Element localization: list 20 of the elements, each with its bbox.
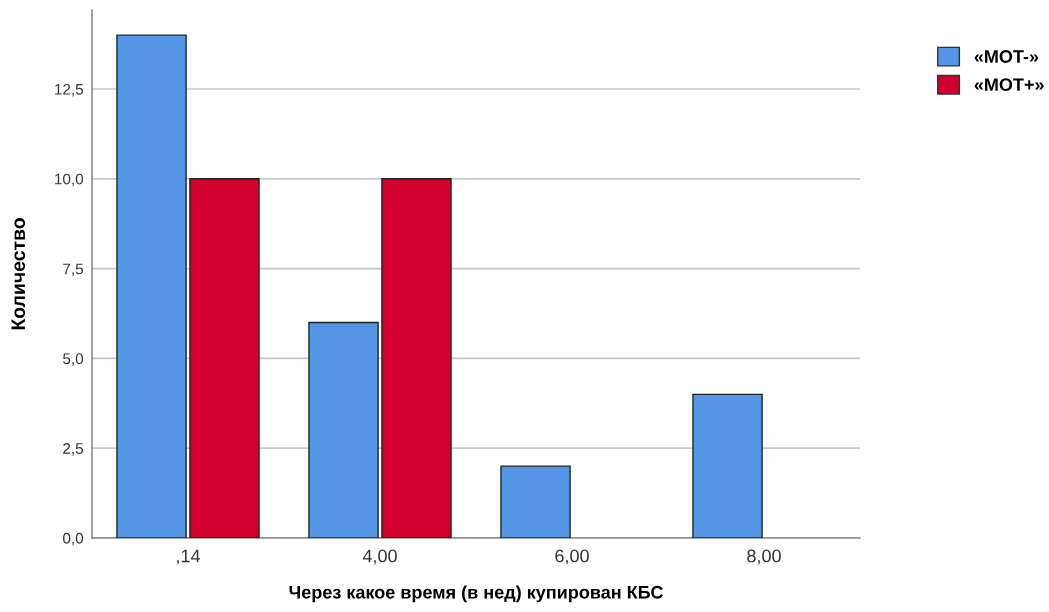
x-axis-title: Через какое время (в нед) купирован КБС (289, 585, 663, 603)
y-tick-label: 2,5 (63, 443, 84, 456)
y-axis-title: Количество (11, 218, 26, 330)
y-tick-label: 12,5 (55, 83, 84, 97)
y-tick-label: 0,0 (63, 532, 84, 546)
y-tick-label: 5,0 (63, 353, 84, 366)
x-tick-label: 6,00 (555, 549, 589, 565)
legend-label: «MOT+» (974, 78, 1044, 92)
bar (308, 321, 379, 538)
y-tick-label: 10,0 (55, 173, 84, 187)
bar (116, 34, 187, 538)
y-tick-label: 7,5 (63, 263, 84, 277)
bar (189, 178, 260, 538)
x-tick-label: 4,00 (362, 549, 397, 565)
x-tick-label: 8,00 (747, 549, 781, 565)
legend-label: «MOT-» (974, 50, 1039, 63)
bar (381, 178, 452, 538)
bar (500, 465, 571, 538)
x-tick-label: ,14 (177, 549, 201, 565)
bar (692, 393, 763, 538)
